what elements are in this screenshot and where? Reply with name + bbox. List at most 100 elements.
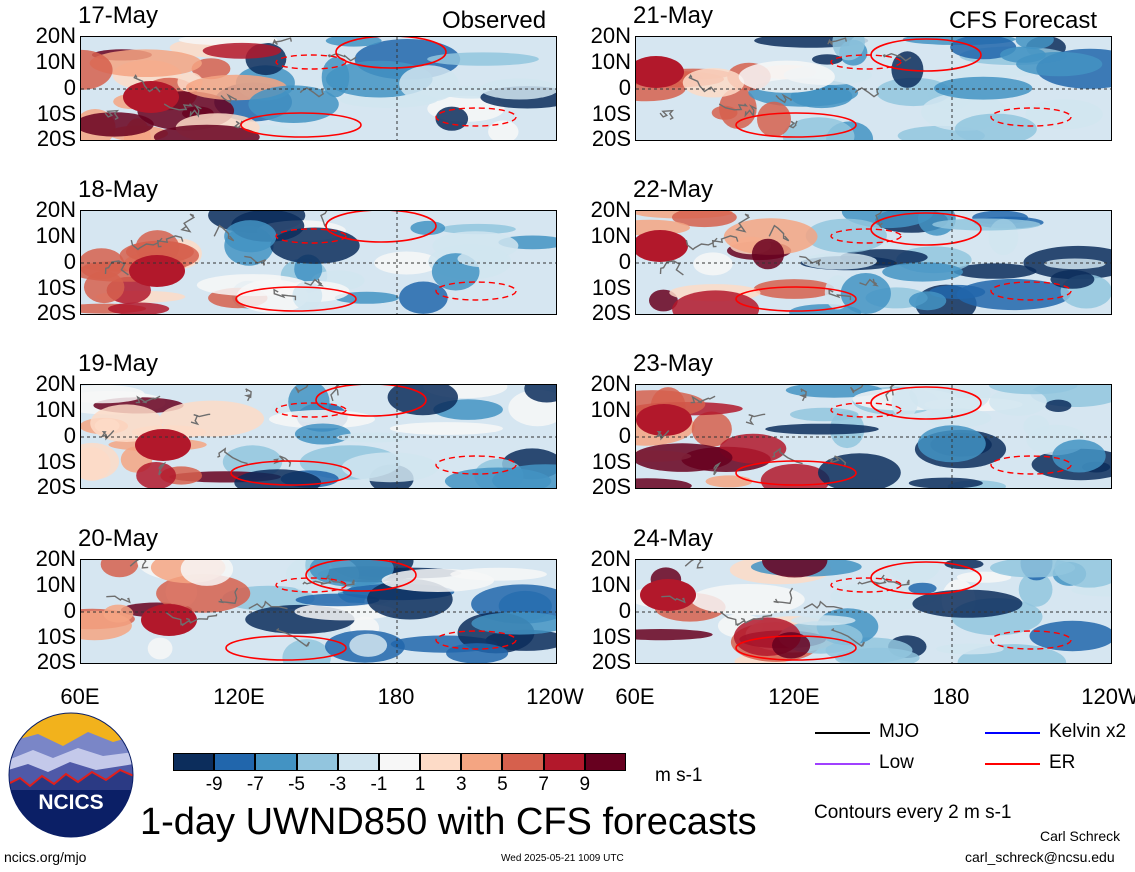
anomaly-shade	[159, 400, 265, 437]
lat-label: 10S	[591, 624, 631, 649]
er-contour	[225, 635, 347, 661]
anomaly-shade	[805, 218, 887, 253]
anomaly-shade	[1025, 99, 1103, 130]
er-contour-negative	[275, 228, 347, 244]
anomaly-shade	[480, 78, 556, 100]
lon-label: 180	[932, 684, 970, 709]
anomaly-shade	[932, 218, 1041, 231]
er-contour-negative	[830, 402, 902, 418]
lat-label: 20S	[36, 649, 76, 674]
lon-label: 60E	[60, 684, 100, 709]
legend-label: ER	[1049, 752, 1076, 773]
er-contour	[335, 37, 447, 69]
contours-note: Contours every 2 m s-1	[814, 802, 1012, 823]
lat-label: 10N	[590, 49, 631, 74]
er-contour	[325, 211, 437, 243]
lat-label: 20N	[590, 371, 631, 396]
er-contour	[315, 385, 427, 417]
footer-email[interactable]: carl_schreck@ncsu.edu	[965, 849, 1115, 865]
legend-line	[815, 732, 870, 734]
colorbar-tick-label: -3	[329, 774, 347, 795]
anomaly-shade	[100, 560, 139, 578]
er-contour-negative	[990, 630, 1072, 650]
er-contour-negative	[830, 228, 902, 244]
date-label: 24-May	[633, 525, 714, 552]
anomaly-shade	[446, 643, 509, 663]
coastline	[106, 560, 355, 647]
anomaly-shade	[956, 278, 1071, 311]
colorbar-swatch	[214, 753, 256, 771]
date-label: 19-May	[78, 350, 159, 377]
anomaly-shade	[387, 385, 458, 416]
anomaly-shade	[636, 443, 733, 472]
lat-label: 10S	[36, 275, 76, 300]
colorbar-swatch	[420, 753, 462, 771]
anomaly-shade	[908, 477, 983, 488]
anomaly-shade	[292, 281, 323, 311]
colorbar-units: m s-1	[655, 765, 703, 786]
lat-label: 20S	[591, 474, 631, 499]
lat-label: 10N	[590, 397, 631, 422]
coastline	[659, 211, 883, 301]
anomaly-shade	[649, 289, 678, 312]
anomaly-shade	[691, 411, 732, 447]
date-label: 22-May	[633, 176, 714, 203]
date-label: 18-May	[78, 176, 159, 203]
wind-anomaly-map	[635, 210, 1112, 315]
anomaly-shade	[524, 385, 556, 403]
anomaly-shade	[389, 422, 503, 435]
anomaly-shade	[719, 433, 787, 464]
er-contour	[735, 286, 857, 312]
legend-label: Kelvin x2	[1049, 721, 1127, 742]
anomaly-shade	[790, 615, 856, 626]
lat-label: 20S	[591, 126, 631, 151]
anomaly-shade	[410, 220, 446, 236]
lat-label: 20S	[36, 300, 76, 325]
anomaly-shade	[180, 560, 234, 586]
colorbar-swatch	[378, 753, 421, 771]
anomaly-shade	[202, 42, 282, 59]
anomaly-shade	[427, 52, 539, 66]
lat-label: 10S	[36, 624, 76, 649]
lat-label: 10S	[36, 449, 76, 474]
anomaly-shade	[136, 462, 176, 488]
date-label: 23-May	[633, 350, 714, 377]
anomaly-shade	[1015, 37, 1054, 50]
lat-label: 10N	[35, 572, 76, 597]
anomaly-shade	[989, 388, 1047, 416]
er-contour-negative	[830, 577, 902, 593]
wind-anomaly-map	[635, 36, 1112, 141]
er-contour-negative	[830, 54, 902, 70]
anomaly-shade	[349, 633, 388, 657]
colorbar-swatch	[296, 753, 338, 771]
date-label: 17-May	[78, 2, 159, 29]
anomaly-shade	[1016, 51, 1103, 77]
anomaly-shade	[690, 584, 805, 615]
anomaly-shade	[248, 85, 339, 123]
anomaly-shade	[936, 643, 1004, 655]
anomaly-shade	[950, 37, 1017, 60]
er-contour-negative	[435, 107, 517, 127]
anomaly-shade	[956, 571, 1012, 583]
anomaly-shade	[818, 453, 901, 488]
anomaly-shade	[341, 452, 439, 483]
anomaly-shade	[812, 54, 843, 65]
anomaly-shade	[147, 637, 173, 660]
lon-label: 120E	[768, 684, 820, 709]
coastline	[104, 37, 357, 129]
anomaly-shade	[435, 106, 469, 131]
anomaly-shade	[760, 463, 830, 488]
anomaly-shade	[801, 252, 877, 270]
anomaly-shade	[954, 113, 1037, 140]
lat-label: 20N	[35, 197, 76, 222]
anomaly-shade	[886, 560, 941, 583]
footer-url[interactable]: ncics.org/mjo	[4, 849, 87, 865]
anomaly-shade	[762, 560, 828, 578]
colorbar-swatch	[255, 753, 297, 771]
lat-label: 20S	[591, 300, 631, 325]
lat-label: 20S	[36, 126, 76, 151]
anomaly-shade	[636, 478, 692, 488]
legend-line	[985, 763, 1040, 765]
anomaly-core	[135, 429, 191, 461]
anomaly-shade	[988, 385, 1078, 395]
